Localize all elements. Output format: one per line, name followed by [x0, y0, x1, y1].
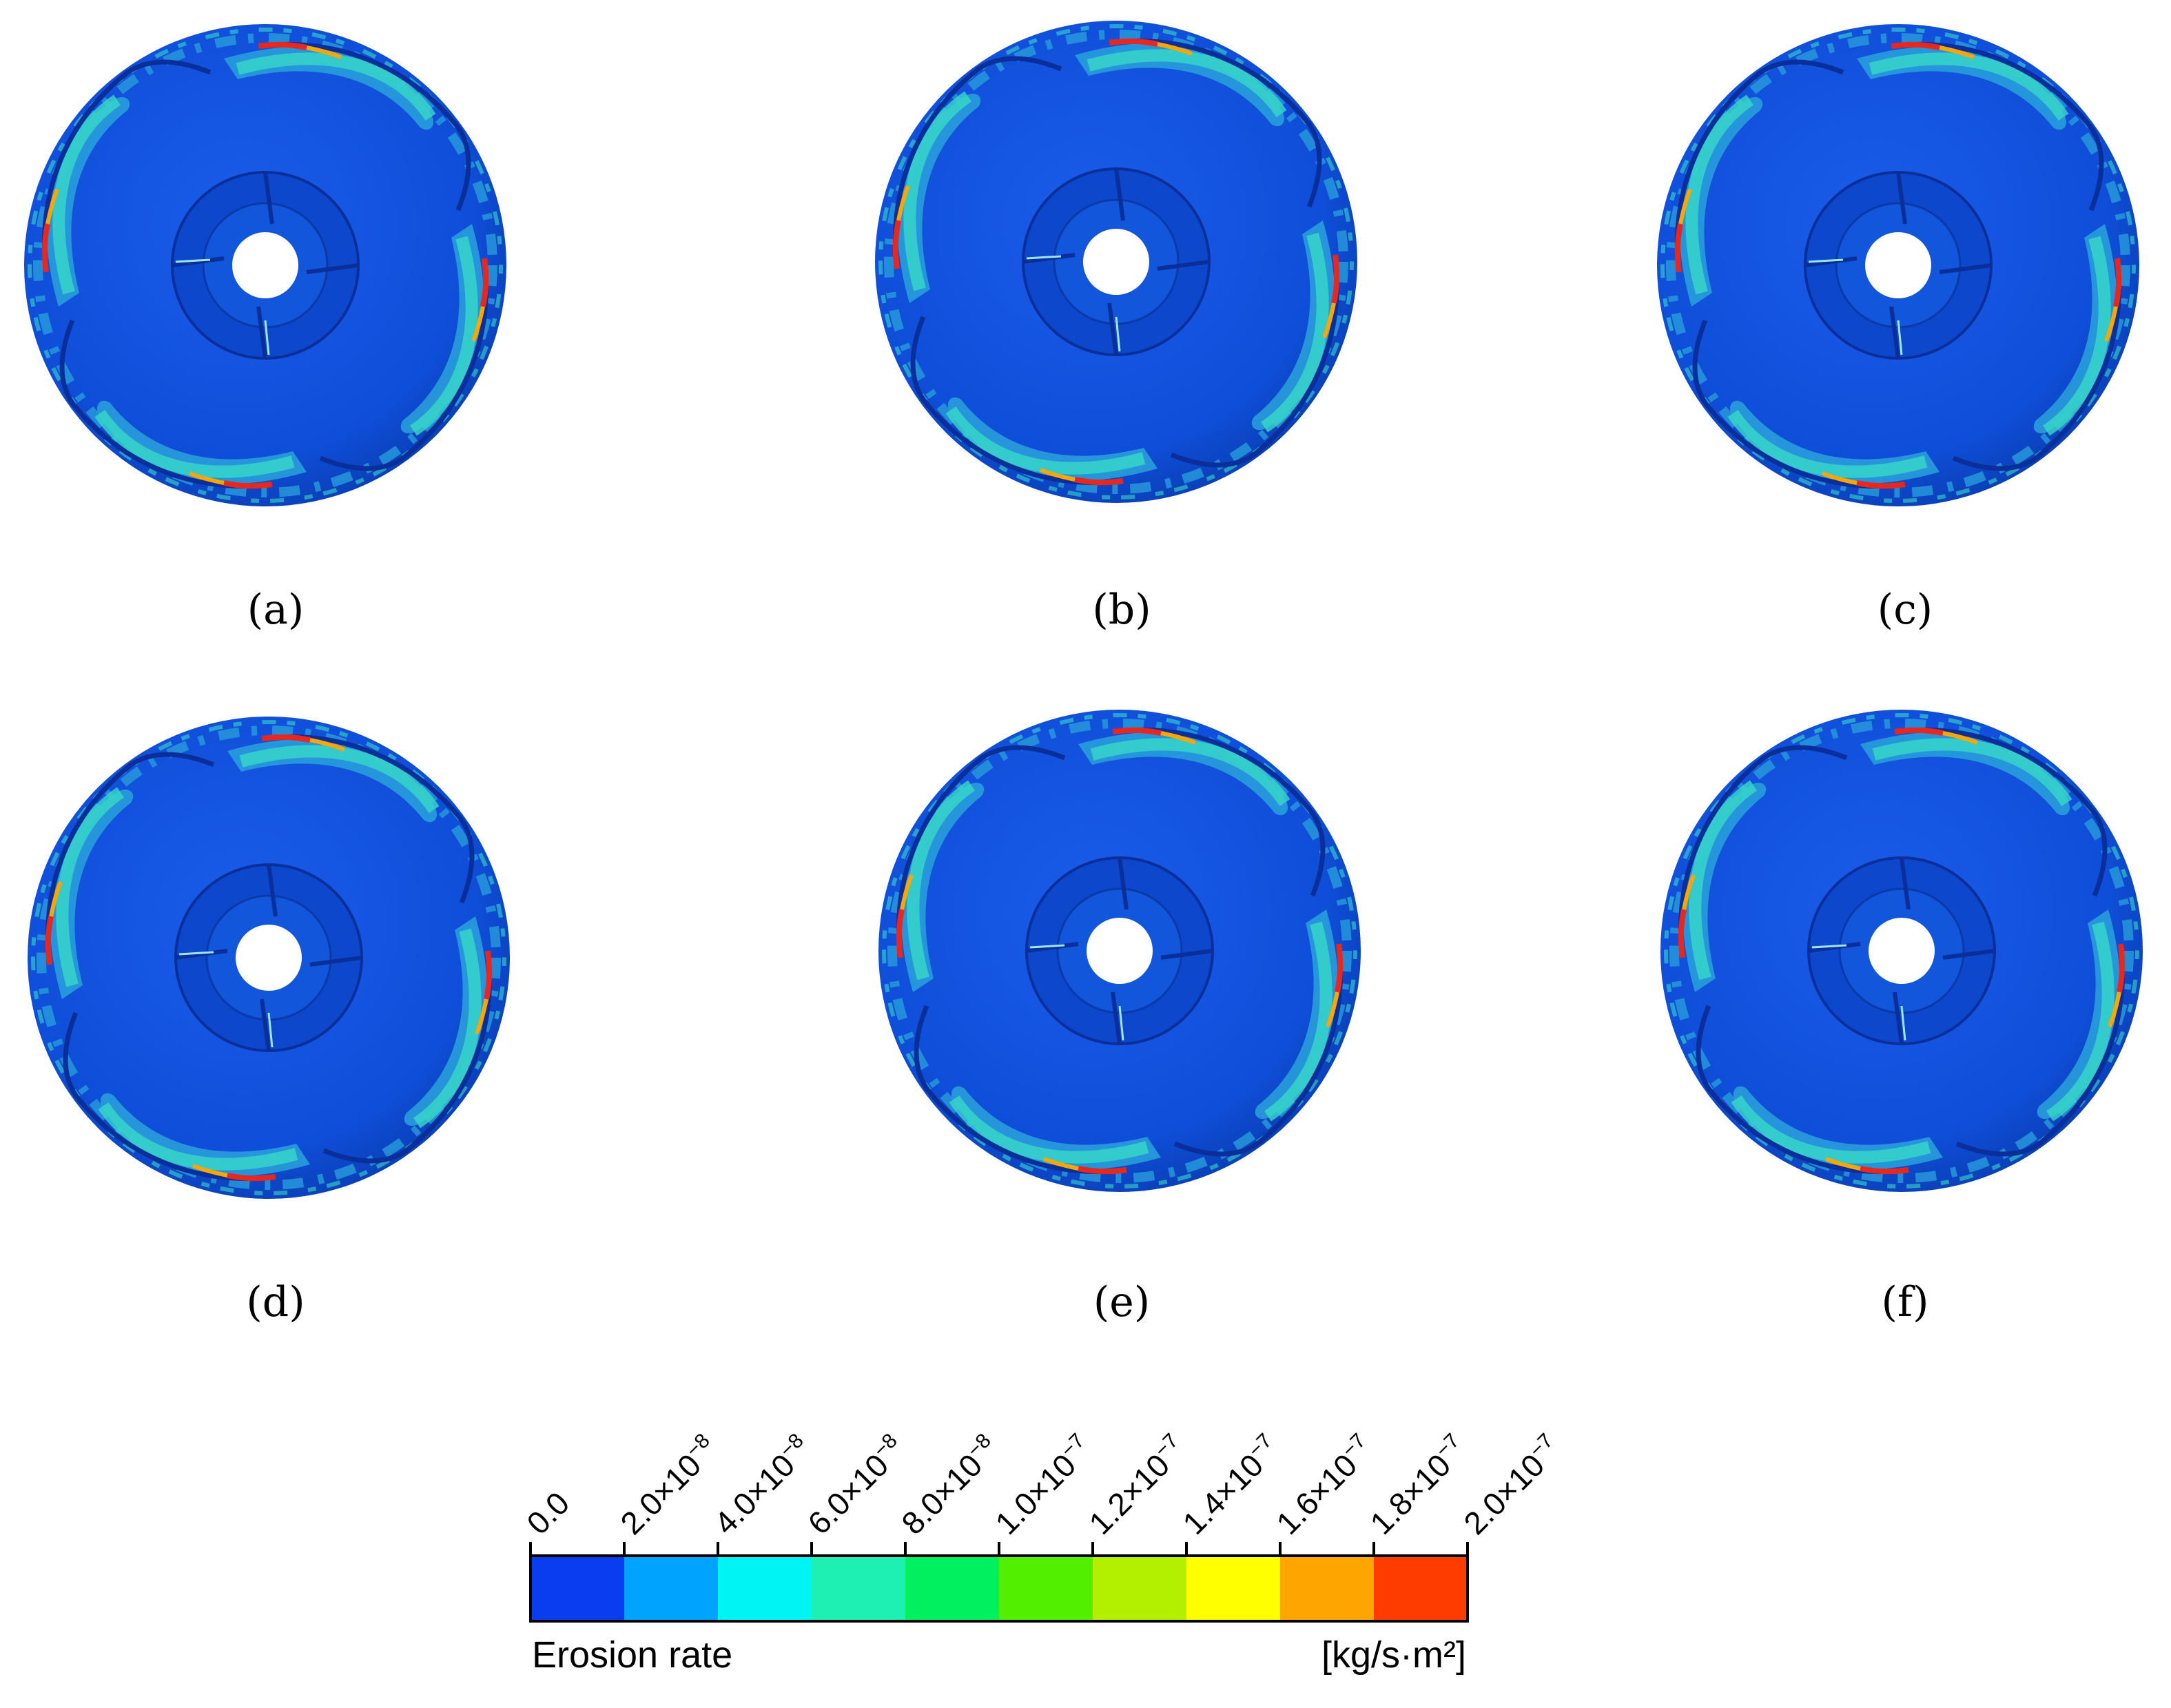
impeller-image-a	[24, 24, 506, 506]
impeller-image-c	[1657, 24, 2139, 506]
colorbar-swatch	[1374, 1556, 1468, 1621]
colorbar-tick-label: 1.6×10−7	[1268, 1429, 1381, 1541]
colorbar-ticks: 0.0 2.0×10−84.0×10−86.0×10−88.0×10−81.0×1…	[519, 1429, 1568, 1556]
colorbar-tick-label: 6.0×10−8	[800, 1429, 912, 1541]
panel-a: (a)	[24, 24, 506, 634]
caption-d: (d)	[246, 1278, 305, 1326]
panel-f: (f)	[1660, 710, 2143, 1326]
colorbar-swatch	[812, 1556, 906, 1621]
colorbar: 0.0 2.0×10−84.0×10−86.0×10−88.0×10−81.0×1…	[519, 1429, 1568, 1676]
colorbar-swatches	[531, 1556, 1468, 1621]
colorbar-tick-label: 8.0×10−8	[894, 1429, 1006, 1541]
impeller-image-e	[878, 710, 1361, 1192]
colorbar-swatch	[999, 1556, 1093, 1621]
caption-f: (f)	[1881, 1278, 1928, 1326]
caption-b: (b)	[1092, 586, 1151, 634]
colorbar-tick-label: 1.8×10−7	[1362, 1429, 1474, 1541]
impeller-image-f	[1660, 710, 2143, 1192]
colorbar-swatch	[718, 1556, 812, 1621]
panel-c: (c)	[1657, 24, 2139, 634]
impeller-image-b	[875, 21, 1357, 503]
panel-b: (b)	[875, 21, 1357, 634]
colorbar-swatch	[1093, 1556, 1187, 1621]
panel-e: (e)	[878, 710, 1361, 1326]
colorbar-tick-label: 1.4×10−7	[1175, 1429, 1287, 1541]
colorbar-unit: [kg/s·m²]	[1321, 1634, 1466, 1676]
impeller-image-d	[28, 717, 510, 1199]
colorbar-swatch	[905, 1556, 1000, 1621]
colorbar-swatch	[624, 1556, 719, 1621]
colorbar-tick-label: 2.0×10−7	[1456, 1429, 1568, 1541]
colorbar-title: Erosion rate	[532, 1634, 732, 1676]
colorbar-tick-label: 2.0×10−8	[613, 1429, 725, 1541]
caption-e: (e)	[1093, 1278, 1150, 1326]
colorbar-swatch	[1186, 1556, 1281, 1621]
colorbar-tick-label: 4.0×10−8	[706, 1429, 819, 1541]
colorbar-tick-label: 1.0×10−7	[987, 1429, 1100, 1541]
panel-d: (d)	[28, 717, 510, 1326]
colorbar-tick-label: 0.0	[519, 1485, 576, 1541]
colorbar-tick-label: 1.2×10−7	[1081, 1429, 1193, 1541]
caption-c: (c)	[1877, 586, 1933, 634]
colorbar-swatch	[531, 1556, 625, 1621]
caption-a: (a)	[247, 586, 305, 634]
colorbar-swatch	[1280, 1556, 1375, 1621]
